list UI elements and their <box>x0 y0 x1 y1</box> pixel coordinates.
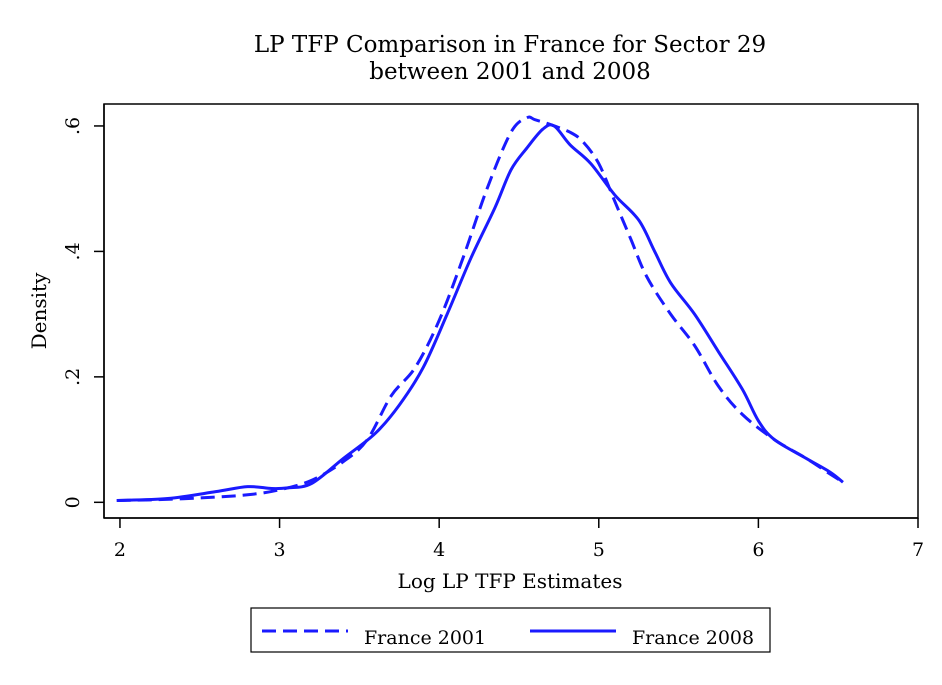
y-tick-label: .4 <box>62 242 84 260</box>
legend-label-france-2008: France 2008 <box>632 627 754 649</box>
legend: France 2001 France 2008 <box>250 607 771 653</box>
x-tick-label: 7 <box>912 539 924 561</box>
x-tick-label: 2 <box>114 539 126 561</box>
x-axis-ticks: 2 3 4 5 6 7 <box>114 518 924 561</box>
x-axis-label: Log LP TFP Estimates <box>398 569 623 593</box>
series-line-france-2001 <box>116 115 844 502</box>
x-tick-label: 5 <box>593 539 605 561</box>
y-axis-label: Density <box>27 272 51 349</box>
legend-label-france-2001: France 2001 <box>364 627 486 649</box>
y-tick-label: .6 <box>62 117 84 135</box>
series-line-france-2008 <box>116 123 844 502</box>
chart-subtitle: between 2001 and 2008 <box>369 59 651 85</box>
plot-area-frame <box>103 103 919 519</box>
x-tick-label: 6 <box>752 539 764 561</box>
chart-title: LP TFP Comparison in France for Sector 2… <box>254 32 766 58</box>
x-tick-label: 3 <box>274 539 286 561</box>
y-tick-label: 0 <box>62 496 84 508</box>
x-tick-label: 4 <box>433 539 445 561</box>
y-axis-ticks: 0 .2 .4 .6 <box>62 117 104 508</box>
y-tick-label: .2 <box>62 368 84 386</box>
series-layer <box>116 115 844 502</box>
